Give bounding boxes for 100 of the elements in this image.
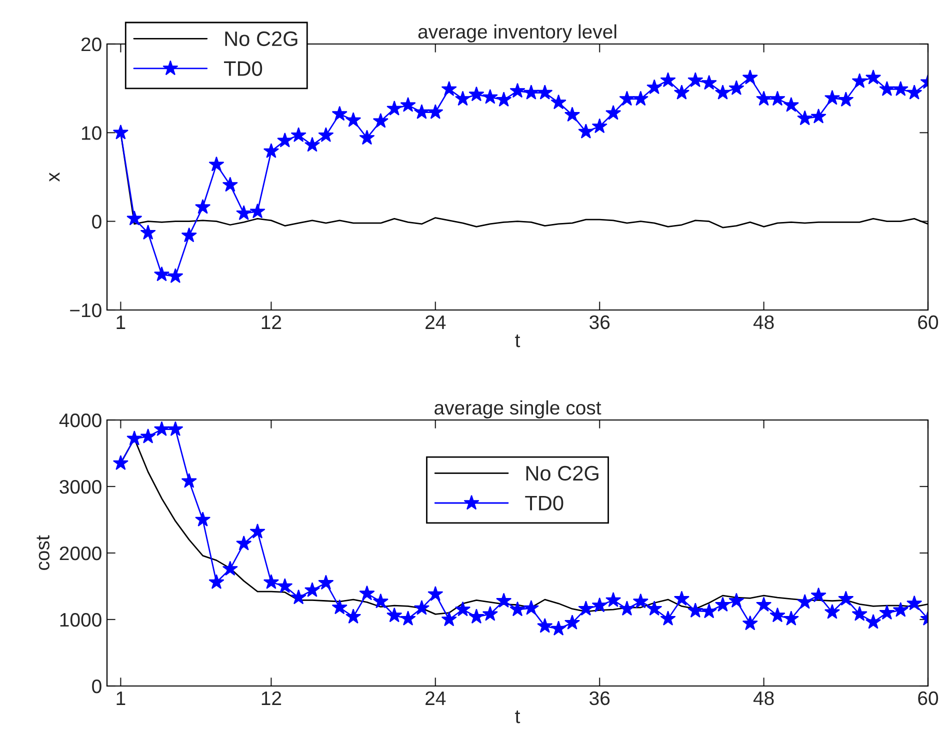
point (632, 90, 648, 106)
x-axis-title: t (515, 334, 520, 348)
point (346, 112, 362, 127)
point (168, 421, 184, 436)
point (688, 602, 704, 618)
point (756, 596, 772, 612)
point (236, 205, 252, 220)
x-tick-label: 36 (590, 691, 610, 706)
point (797, 594, 813, 609)
point (537, 84, 553, 100)
point (372, 112, 388, 128)
point (441, 611, 457, 626)
point (496, 592, 512, 608)
point (112, 455, 128, 470)
x-axis-title: t (515, 710, 520, 724)
y-tick-label: 4000 (59, 413, 102, 428)
point (386, 100, 402, 116)
point (797, 110, 813, 126)
point (714, 84, 731, 100)
point (250, 524, 266, 538)
point (892, 81, 908, 96)
point (346, 608, 362, 624)
point (277, 132, 293, 148)
x-tick-label: 36 (590, 315, 610, 330)
point (126, 210, 142, 226)
point (674, 84, 690, 100)
y-tick-label: −10 (70, 303, 102, 318)
point (181, 227, 197, 242)
x-tick-label: 24 (426, 315, 446, 329)
x-tick-label: 24 (426, 691, 446, 705)
point (277, 578, 293, 593)
x-tick-label: 1 (116, 316, 126, 329)
point (468, 86, 484, 102)
point (236, 536, 252, 550)
point (428, 104, 444, 119)
point (852, 606, 868, 621)
point (140, 428, 156, 444)
point (606, 105, 622, 120)
point (810, 108, 826, 124)
point (852, 73, 868, 88)
x-tick-label: 12 (262, 691, 282, 705)
point (441, 81, 457, 96)
y-tick-label: 3000 (60, 480, 102, 494)
point (578, 600, 594, 616)
point (318, 127, 334, 142)
point (742, 615, 758, 630)
point (770, 607, 786, 622)
point (578, 124, 594, 138)
point (865, 70, 882, 84)
point (290, 127, 306, 142)
point (332, 599, 348, 614)
y-axis-title: x (49, 172, 60, 182)
point (126, 430, 142, 446)
point (564, 614, 580, 630)
point (906, 84, 922, 100)
point (592, 118, 608, 134)
point (510, 601, 526, 616)
point (386, 607, 402, 622)
point (728, 592, 744, 608)
point (879, 604, 895, 620)
point (619, 600, 635, 616)
point (332, 106, 348, 121)
point (222, 560, 238, 576)
point (783, 97, 799, 112)
point (400, 610, 416, 626)
y-tick-label: 1000 (60, 612, 102, 627)
point (482, 606, 498, 621)
point (810, 587, 826, 602)
chart-title: average single cost (434, 400, 602, 418)
x-tick-label: 60 (918, 691, 938, 706)
point (606, 592, 622, 607)
y-tick-label: 0 (92, 214, 102, 229)
point (154, 421, 170, 436)
chart-title: average inventory level (418, 24, 616, 42)
point (824, 604, 840, 619)
point (208, 156, 224, 172)
point (263, 143, 279, 158)
point (701, 74, 717, 90)
point (660, 72, 676, 88)
point (838, 590, 854, 606)
point (865, 614, 882, 629)
point (140, 224, 156, 240)
x-tick-label: 48 (753, 315, 774, 330)
x-tick-label: 1 (116, 692, 126, 705)
point (701, 603, 717, 618)
point (674, 590, 690, 606)
point (468, 608, 484, 624)
point (208, 574, 224, 589)
point (906, 595, 922, 610)
point (510, 82, 526, 98)
point (263, 574, 279, 589)
point (112, 124, 128, 140)
point (304, 582, 320, 597)
point (537, 618, 553, 633)
y-tick-label: 2000 (60, 546, 102, 560)
y-tick-label: 0 (92, 679, 102, 694)
point (824, 90, 840, 105)
x-tick-label: 48 (753, 691, 774, 706)
point (428, 586, 444, 601)
point (728, 80, 744, 96)
